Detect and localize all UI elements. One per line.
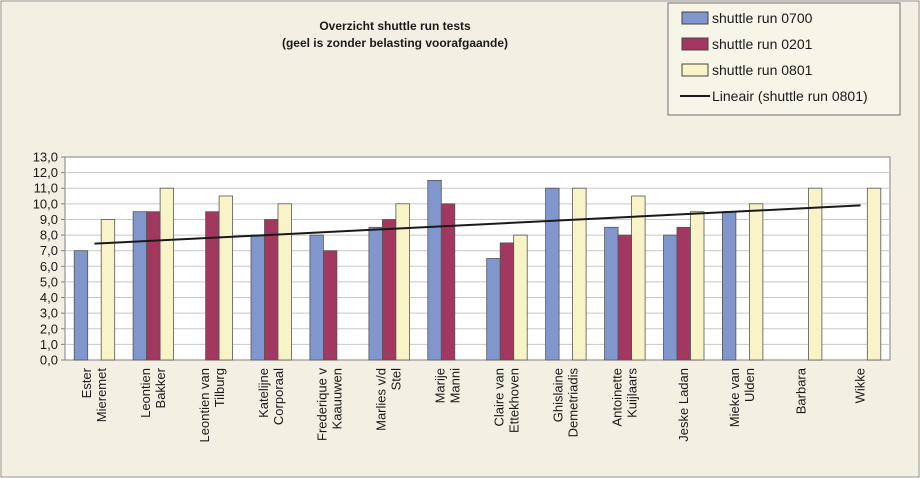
bar-series-3: [631, 195, 646, 361]
y-tick-label: 13,0: [33, 150, 58, 165]
bars: [73, 179, 882, 361]
x-category-label: Claire van: [491, 368, 506, 427]
bar-series-3: [159, 187, 175, 361]
x-category-label: Tilburg: [212, 368, 227, 407]
bar-series-3: [866, 187, 882, 361]
y-tick-label: 8,0: [40, 228, 58, 243]
y-axis-tick-labels: 0,01,02,03,04,05,06,07,08,09,010,011,012…: [33, 150, 58, 368]
bar-series-2: [146, 211, 161, 361]
x-category-label: Ettekhoven: [506, 368, 521, 433]
y-tick-label: 2,0: [40, 321, 58, 336]
x-category-label: Wikke: [853, 368, 868, 403]
bar-series-1: [73, 250, 89, 361]
y-tick-label: 4,0: [40, 290, 58, 305]
x-category-label: Ulden: [742, 368, 757, 402]
legend-label: shuttle run 0700: [712, 10, 813, 26]
bar-series-2: [617, 234, 632, 361]
bar-series-2: [676, 226, 691, 361]
x-category-label: Bakker: [153, 367, 168, 408]
bar-series-1: [250, 234, 265, 361]
y-tick-label: 9,0: [40, 212, 58, 227]
legend-label: Lineair (shuttle run 0801): [712, 88, 868, 104]
bar-series-3: [100, 219, 116, 361]
x-axis-category-labels: Ester Mieremet Leontien Bakker Leontien van T…: [79, 367, 868, 442]
legend-label: shuttle run 0801: [712, 62, 813, 78]
y-tick-label: 6,0: [40, 259, 58, 274]
x-category-label: Mieke van: [727, 368, 742, 427]
bar-series-1: [368, 226, 383, 361]
y-tick-label: 11,0: [34, 181, 58, 196]
x-category-label: Katelijne: [256, 368, 271, 418]
chart-subtitle: (geel is zonder belasting voorafgaande): [282, 36, 508, 50]
plot-area: [64, 156, 891, 361]
y-tick-label: 5,0: [40, 274, 58, 289]
y-tick-label: 12,0: [33, 165, 58, 180]
x-category-label: Kaauuwen: [330, 368, 345, 429]
x-category-label: Antoinette: [609, 368, 624, 427]
bar-series-3: [395, 203, 410, 361]
bar-series-3: [218, 195, 234, 361]
x-category-label: Leontien: [138, 368, 153, 418]
x-category-label: Ghislaine: [550, 368, 565, 422]
x-category-label: Manni: [448, 368, 463, 404]
legend-swatch: [681, 37, 709, 51]
bar-series-3: [690, 211, 705, 361]
bar-series-1: [309, 234, 324, 361]
bar-series-1: [427, 179, 442, 361]
bar-series-1: [486, 258, 501, 361]
bar-series-1: [545, 187, 560, 361]
x-category-label: Marlies v/d: [374, 368, 389, 431]
bar-series-1: [604, 226, 619, 361]
legend: shuttle run 0700 shuttle run 0201 shuttle …: [667, 2, 901, 116]
y-tick-label: 10,0: [33, 196, 58, 211]
x-category-label: Kuijlaars: [624, 368, 639, 418]
bar-series-2: [322, 250, 338, 361]
legend-swatch: [681, 63, 709, 77]
bar-series-3: [808, 187, 823, 361]
x-category-label: Stel: [389, 368, 404, 391]
x-category-label: Marije: [433, 368, 448, 403]
bar-series-2: [381, 219, 397, 361]
chart-title: Overzicht shuttle run tests: [319, 19, 471, 33]
y-tick-label: 0,0: [40, 353, 58, 368]
x-category-label: Demetriadis: [565, 368, 580, 438]
bar-series-3: [277, 203, 292, 361]
x-category-label: Jeske Ladan: [676, 368, 691, 442]
x-category-label: Ester: [79, 367, 94, 398]
bar-series-2: [205, 211, 220, 361]
legend-label: shuttle run 0201: [712, 36, 813, 52]
bar-series-2: [264, 219, 279, 361]
y-tick-label: 7,0: [40, 243, 58, 258]
bar-series-1: [722, 211, 737, 361]
bar-series-2: [499, 242, 515, 361]
y-tick-label: 1,0: [40, 337, 58, 352]
y-tick-label: 3,0: [40, 306, 58, 321]
legend-swatch: [681, 11, 709, 25]
trendline-group: [94, 204, 861, 245]
x-category-label: Corporaal: [271, 368, 286, 425]
bar-series-2: [440, 203, 456, 361]
bar-series-1: [663, 234, 678, 361]
bar-series-3: [513, 234, 528, 361]
x-category-label: Barbara: [794, 367, 809, 414]
bar-series-3: [572, 187, 587, 361]
trendline: [94, 204, 861, 245]
bar-series-3: [749, 203, 764, 361]
x-category-label: Mieremet: [94, 368, 109, 423]
x-category-label: Leontien van: [197, 368, 212, 442]
bar-series-1: [132, 211, 148, 361]
x-category-label: Frederique v: [315, 368, 330, 441]
